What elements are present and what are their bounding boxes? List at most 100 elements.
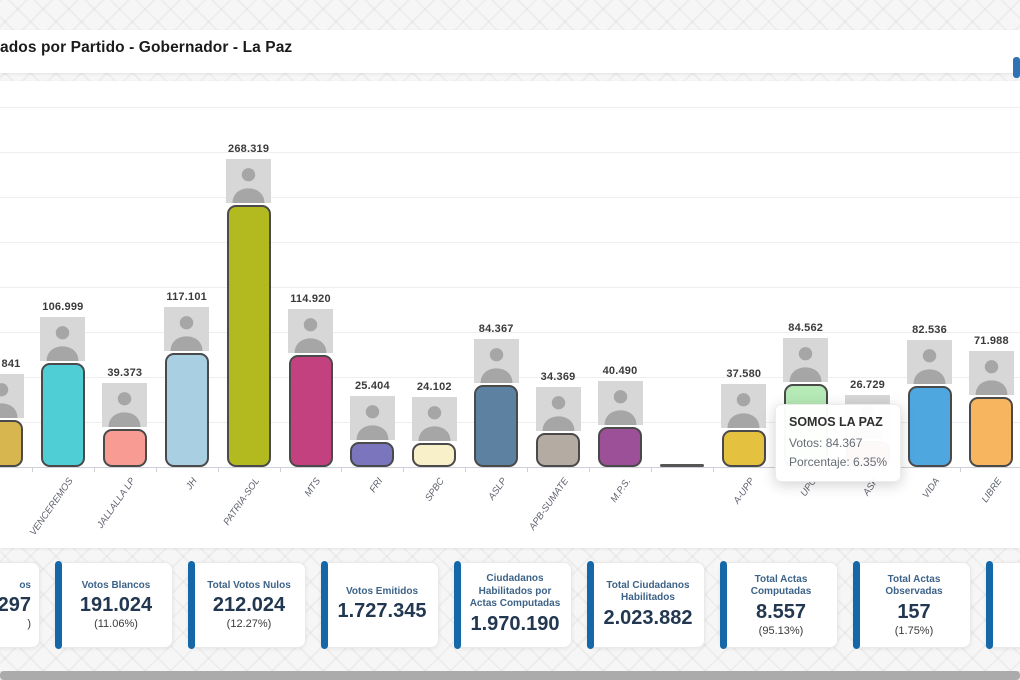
- card-value: 212.024: [212, 594, 286, 617]
- x-axis-label: M.P.S.: [608, 476, 634, 505]
- tooltip-percentage: Porcentaje: 6.35%: [789, 454, 888, 469]
- chart-bar-flat[interactable]: [659, 464, 704, 467]
- tooltip-votes: Votos: 84.367: [789, 436, 863, 450]
- candidate-photo: [535, 387, 581, 432]
- x-axis-label: JALLALLA LP: [95, 476, 138, 531]
- bar-value-label: 34.369: [540, 371, 576, 384]
- candidate-photo: [473, 338, 519, 383]
- candidate-photo: [907, 340, 952, 385]
- chart-bar[interactable]: [350, 442, 395, 467]
- summary-card: Votos Emitidos 1.727.345: [321, 561, 439, 649]
- candidate-photo: [411, 397, 457, 442]
- x-axis-label: ASLP: [486, 476, 510, 503]
- summary-card: Votos Blancos 191.024 (11.06%): [55, 561, 173, 649]
- candidate-photo: [597, 381, 643, 426]
- x-axis-tick: [155, 467, 157, 472]
- chart-bar[interactable]: [226, 205, 271, 467]
- horizontal-scrollbar[interactable]: [0, 671, 1020, 680]
- gridline: [0, 332, 1020, 333]
- chart-bar[interactable]: [102, 428, 147, 467]
- chart-bar[interactable]: [969, 396, 1014, 467]
- chart-bar[interactable]: [288, 354, 333, 467]
- card-accent-bar: [55, 561, 62, 649]
- candidate-photo: [721, 384, 767, 429]
- card-value: 191.024: [79, 594, 153, 617]
- chart-bar[interactable]: [474, 384, 519, 467]
- candidate-photo: [968, 350, 1014, 395]
- card-percent: (95.13%): [758, 624, 804, 637]
- x-axis-label: LIBRE: [979, 476, 1005, 505]
- summary-card: os 297): [0, 562, 40, 648]
- chart-bar[interactable]: [164, 352, 209, 467]
- chart-bar[interactable]: [598, 427, 642, 467]
- chart-panel: SOMOS LA PAZ Votos: 84.367 Porcentaje: 6…: [0, 81, 1020, 548]
- card-accent-bar: [188, 561, 195, 649]
- x-axis-label: VIDA: [920, 476, 943, 501]
- candidate-photo: [102, 382, 148, 427]
- chart-bar[interactable]: [721, 430, 766, 467]
- card-percent: (11.06%): [94, 618, 138, 631]
- x-axis-tick: [712, 467, 714, 472]
- card-value: 1.970.190: [470, 612, 560, 635]
- card-accent-bar: [986, 561, 993, 649]
- card-percent: (1.75%): [894, 624, 934, 637]
- card-label: Total Ciudadanos Habilitados: [606, 579, 690, 604]
- x-axis-label: A-UPP: [731, 476, 757, 507]
- candidate-photo: [349, 396, 395, 441]
- card-label: Votos Blancos: [81, 579, 151, 591]
- chart-bar[interactable]: [412, 443, 457, 467]
- x-axis-tick: [960, 467, 962, 472]
- summary-card: Ciudadanos Habilitados por Actas Computa…: [454, 561, 572, 649]
- bar-value-label: 117.101: [166, 290, 207, 303]
- candidate-photo: [40, 316, 86, 361]
- bar-value-label: 106.999: [42, 300, 84, 313]
- card-label: Total Actas Computadas: [750, 573, 812, 598]
- x-axis-label: FRI: [367, 476, 386, 495]
- x-axis-label: MTS: [302, 476, 324, 499]
- card-label: Votos Emitidos: [345, 585, 419, 597]
- bar-value-label: 82.536: [912, 324, 947, 337]
- gridline: [0, 107, 1020, 108]
- vertical-scrollbar-thumb[interactable]: [1013, 57, 1020, 78]
- card-accent-bar: [454, 561, 461, 649]
- horizontal-scrollbar-thumb[interactable]: [0, 671, 1020, 680]
- bar-value-label: 37.580: [726, 368, 762, 381]
- x-axis-tick: [341, 467, 343, 472]
- chart-bar[interactable]: [536, 433, 581, 467]
- x-axis-tick: [589, 467, 591, 472]
- x-axis-line: [0, 467, 1020, 468]
- bar-value-label: 71.988: [973, 334, 1009, 347]
- x-axis-tick: [650, 467, 652, 472]
- bar-value-label: 24.102: [416, 381, 452, 394]
- card-label: Total Votos Nulos: [207, 579, 291, 591]
- summary-card: Total Actas Observadas 157 (1.75%): [853, 561, 971, 649]
- summary-card: [986, 561, 1020, 649]
- gridline: [0, 242, 1020, 243]
- x-axis-tick: [527, 467, 529, 472]
- bar-value-label: 114.920: [290, 292, 331, 305]
- bar-value-label: 26.729: [850, 378, 886, 391]
- chart-bar[interactable]: [907, 386, 952, 467]
- summary-cards: os 297) Votos Blancos 191.024 (11.06%) Total …: [0, 561, 1020, 649]
- x-axis-tick: [31, 467, 33, 472]
- chart-bar[interactable]: [0, 420, 23, 467]
- card-value: 297: [0, 594, 31, 617]
- x-axis-label: APB-SUMATE: [527, 476, 572, 533]
- card-percent: ): [27, 618, 31, 631]
- candidate-photo: [164, 306, 210, 351]
- bar-value-label: 84.367: [478, 322, 514, 335]
- x-axis-tick: [403, 467, 405, 472]
- card-value: 1.727.345: [337, 600, 427, 623]
- x-axis-tick: [465, 467, 467, 472]
- card-value: 157: [897, 600, 931, 623]
- candidate-photo: [0, 374, 24, 419]
- chart-bar[interactable]: [40, 362, 85, 467]
- summary-card: Total Votos Nulos 212.024 (12.27%): [188, 561, 306, 649]
- candidate-photo: [288, 308, 333, 353]
- card-accent-bar: [321, 561, 328, 649]
- card-accent-bar: [720, 561, 727, 649]
- x-axis-tick: [279, 467, 281, 472]
- card-label: Total Actas Observadas: [885, 573, 943, 598]
- header-bar: Resultados por Partido - Gobernador - La…: [0, 30, 1020, 73]
